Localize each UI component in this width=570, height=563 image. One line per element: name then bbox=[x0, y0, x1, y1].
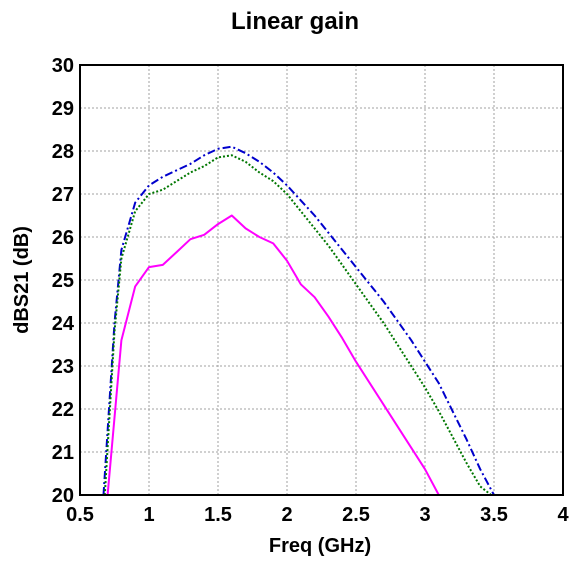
x-tick-label: 1.5 bbox=[204, 504, 232, 526]
y-tick-label: 27 bbox=[52, 184, 74, 206]
y-tick-label: 20 bbox=[52, 485, 74, 507]
x-tick-label: 1 bbox=[143, 504, 154, 526]
y-tick-label: 22 bbox=[52, 399, 74, 421]
y-tick-label: 24 bbox=[52, 313, 75, 335]
x-axis-label: Freq (GHz) bbox=[269, 535, 371, 557]
x-tick-label: 3 bbox=[419, 504, 430, 526]
series-line-2 bbox=[103, 154, 492, 496]
x-tick-label: 2 bbox=[281, 504, 292, 526]
y-tick-label: 28 bbox=[52, 141, 74, 163]
series-line-1 bbox=[102, 145, 495, 496]
y-tick-label: 29 bbox=[52, 98, 74, 120]
x-tick-labels: 0.5 1 1.5 2 2.5 3 3.5 4 bbox=[66, 504, 569, 526]
plot-frame bbox=[79, 64, 564, 496]
x-tick-label: 0.5 bbox=[66, 504, 94, 526]
series-group bbox=[102, 145, 495, 496]
y-tick-label: 23 bbox=[52, 356, 74, 378]
y-tick-label: 25 bbox=[52, 270, 74, 292]
grid bbox=[80, 65, 563, 495]
y-tick-labels: 20 21 22 23 24 25 26 27 28 29 30 bbox=[52, 55, 75, 507]
x-tick-label: 2.5 bbox=[342, 504, 370, 526]
x-tick-label: 3.5 bbox=[480, 504, 508, 526]
series-line-3 bbox=[106, 214, 440, 496]
y-tick-label: 26 bbox=[52, 227, 74, 249]
y-tick-label: 30 bbox=[52, 55, 74, 77]
y-tick-label: 21 bbox=[52, 442, 74, 464]
chart-title: Linear gain bbox=[231, 8, 359, 35]
x-tick-label: 4 bbox=[557, 504, 569, 526]
y-axis-label: dBS21 (dB) bbox=[11, 226, 33, 334]
